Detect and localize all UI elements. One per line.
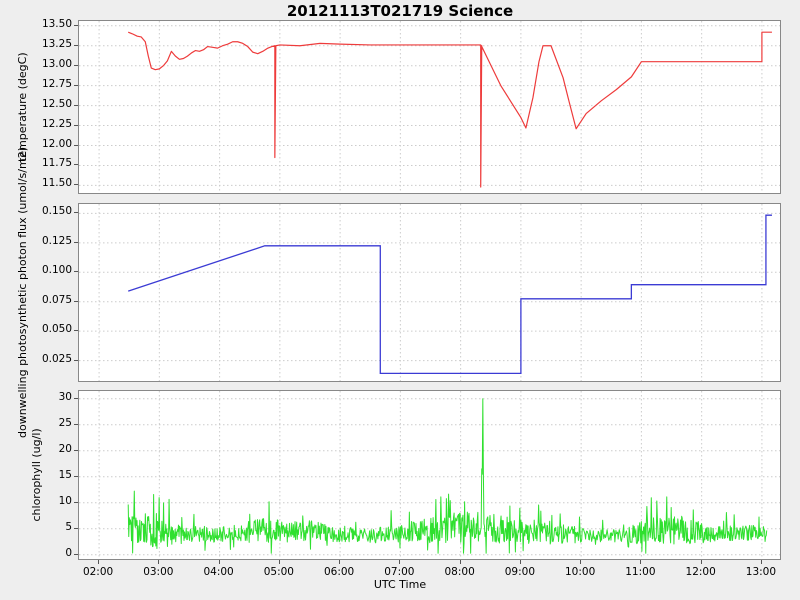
axis-tick — [98, 560, 100, 564]
axis-tick — [74, 164, 78, 166]
axis-tick — [74, 397, 78, 399]
y-tick-label: 13.00 — [41, 57, 72, 70]
axis-tick — [74, 475, 78, 477]
x-tick-label: 04:00 — [203, 566, 234, 578]
x-axis-label: UTC Time — [373, 578, 427, 591]
axis-tick — [580, 560, 582, 564]
axis-tick — [278, 560, 280, 564]
y-tick-label: 5 — [65, 520, 72, 533]
axis-tick — [700, 560, 702, 564]
y-tick-label: 0.150 — [41, 205, 72, 218]
y-tick-label: 11.75 — [41, 157, 72, 170]
axis-tick — [74, 330, 78, 332]
y-tick-label: 0.025 — [41, 352, 72, 365]
axis-tick — [459, 560, 461, 564]
axis-tick — [74, 184, 78, 186]
x-tick-label: 12:00 — [685, 566, 716, 578]
axis-tick — [74, 44, 78, 46]
y-axis-label-par: downwelling photosynthetic photon flux (… — [16, 147, 29, 438]
x-tick-label: 13:00 — [745, 566, 777, 578]
y-axis-label-temperature: temperature (degC) — [16, 52, 29, 162]
axis-tick — [519, 560, 521, 564]
y-tick-label: 13.25 — [41, 37, 72, 50]
axis-tick — [74, 553, 78, 555]
axis-tick — [74, 271, 78, 273]
y-tick-label: 20 — [58, 442, 72, 455]
axis-tick — [74, 64, 78, 66]
y-tick-label: 11.50 — [41, 177, 72, 190]
axis-tick — [158, 560, 160, 564]
axis-tick — [74, 527, 78, 529]
page-title: 20121113T021719 Science — [286, 2, 514, 20]
y-tick-label: 10 — [58, 494, 72, 507]
axis-tick — [74, 423, 78, 425]
axis-tick — [74, 241, 78, 243]
axis-tick — [74, 24, 78, 26]
x-tick-label: 09:00 — [504, 566, 535, 578]
axis-tick — [74, 104, 78, 106]
axis-tick — [74, 124, 78, 126]
y-tick-label: 30 — [58, 390, 72, 403]
x-tick-label: 05:00 — [263, 566, 294, 578]
axis-tick — [74, 449, 78, 451]
axis-tick — [339, 560, 341, 564]
x-tick-label: 06:00 — [323, 566, 355, 578]
x-tick-label: 10:00 — [565, 566, 596, 578]
y-tick-label: 12.25 — [41, 117, 72, 130]
x-tick-label: 08:00 — [444, 566, 475, 578]
y-tick-label: 12.75 — [41, 77, 72, 90]
panel-par — [78, 203, 781, 382]
y-tick-label: 15 — [58, 468, 72, 481]
y-tick-label: 0.050 — [41, 323, 72, 336]
axis-tick — [74, 84, 78, 86]
y-tick-label: 12.50 — [41, 97, 72, 110]
y-tick-label: 13.50 — [41, 17, 72, 30]
axis-tick — [74, 359, 78, 361]
axis-tick — [74, 212, 78, 214]
y-tick-label: 12.00 — [41, 137, 72, 150]
x-tick-label: 03:00 — [143, 566, 174, 578]
x-tick-label: 11:00 — [625, 566, 656, 578]
x-tick-label: 07:00 — [384, 566, 415, 578]
axis-tick — [640, 560, 642, 564]
y-tick-label: 25 — [58, 416, 72, 429]
x-tick-label: 02:00 — [82, 566, 114, 578]
panel-chlorophyll — [78, 390, 781, 560]
axis-tick — [760, 560, 762, 564]
axis-tick — [74, 501, 78, 503]
axis-tick — [218, 560, 220, 564]
y-tick-label: 0 — [65, 546, 72, 559]
axis-tick — [399, 560, 401, 564]
panel-temperature — [78, 20, 781, 194]
y-tick-label: 0.125 — [41, 234, 72, 247]
y-tick-label: 0.100 — [41, 264, 72, 277]
axis-tick — [74, 300, 78, 302]
axis-tick — [74, 144, 78, 146]
y-tick-label: 0.075 — [41, 293, 72, 306]
